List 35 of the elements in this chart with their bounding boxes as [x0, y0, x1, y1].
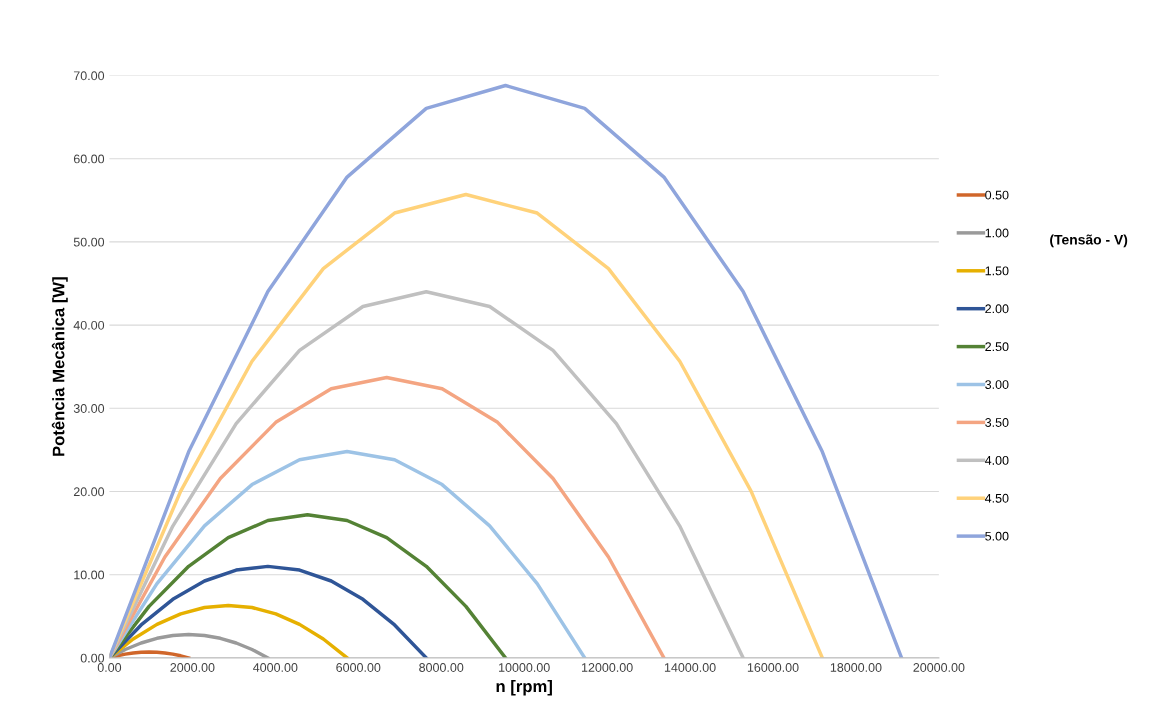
legend-label: 2.50 — [985, 342, 1009, 352]
x-tick-label: 0.00 — [97, 663, 122, 672]
legend-label: 4.00 — [984, 455, 1009, 465]
x-tick-label: 14000.00 — [664, 663, 716, 672]
y-axis-title: Potência Mecânica [W] — [51, 277, 68, 456]
legend-title: (Tensão - V) — [1050, 234, 1128, 248]
x-tick-label: 20000.00 — [913, 663, 965, 672]
x-tick-label: 16000.00 — [747, 663, 799, 672]
y-tick-label: 60.00 — [73, 154, 105, 164]
legend-label: 2.00 — [985, 304, 1009, 314]
x-tick-label: 8000.00 — [419, 663, 464, 672]
y-tick-label: 40.00 — [73, 320, 105, 330]
legend-label: 3.50 — [985, 418, 1009, 427]
x-tick-label: 18000.00 — [830, 663, 882, 672]
legend-label: 1.00 — [985, 228, 1009, 238]
legend-label: 3.00 — [985, 380, 1009, 389]
line-series — [109, 513, 508, 658]
x-tick-label: 10000.00 — [499, 663, 550, 672]
y-tick-label: 70.00 — [73, 71, 105, 81]
y-tick-label: 10.00 — [74, 570, 105, 580]
x-axis-title: n [rpm] — [496, 679, 552, 696]
legend-label: 5.00 — [985, 531, 1009, 541]
x-tick-label: 12000.00 — [581, 663, 633, 672]
y-tick-label: 50.00 — [73, 237, 105, 247]
x-tick-label: 4000.00 — [253, 663, 298, 672]
x-tick-label: 6000.00 — [336, 663, 381, 672]
line-series — [109, 83, 904, 658]
x-tick-label: 2000.00 — [170, 663, 215, 672]
y-tick-label: 20.00 — [73, 487, 105, 497]
y-tick-label: 0.00 — [80, 653, 105, 663]
legend-label: 1.50 — [985, 266, 1009, 276]
line-series — [109, 375, 666, 658]
legend-label: 0.50 — [985, 190, 1009, 200]
legend-label: 4.50 — [984, 493, 1009, 503]
y-tick-label: 30.00 — [73, 404, 105, 413]
